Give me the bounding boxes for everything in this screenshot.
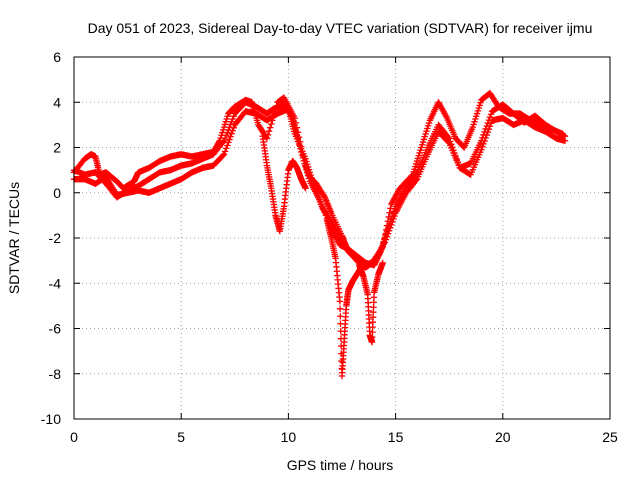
data-point-plus [219,152,227,159]
data-point-plus [221,148,229,155]
data-points [70,90,569,380]
data-point-plus [388,221,395,229]
data-series [355,259,386,346]
data-point-plus [480,140,487,148]
data-point-plus [219,138,227,146]
data-point-plus [391,212,398,220]
data-point-plus [266,124,274,131]
chart-title: Day 051 of 2023, Sidereal Day-to-day VTE… [88,20,593,36]
data-point-plus [268,120,275,128]
x-tick-label: 15 [388,429,404,445]
x-tick-label: 20 [495,429,511,445]
data-point-plus [482,134,489,142]
x-tick-label: 25 [602,429,618,445]
data-point-plus [485,125,493,133]
data-point-plus [228,130,235,137]
data-point-plus [220,151,228,158]
data-point-plus [384,230,392,237]
y-tick-label: -2 [49,230,62,246]
data-point-plus [379,259,386,267]
data-point-plus [223,145,230,152]
x-tick-label: 10 [281,429,297,445]
data-point-plus [264,131,272,139]
data-point-plus [486,123,494,130]
data-point-plus [383,233,391,240]
data-point-plus [385,227,393,234]
data-point-plus [481,137,488,145]
y-tick-label: -4 [49,275,62,291]
data-point-plus [484,128,491,136]
data-point-plus [382,236,390,243]
data-point-plus [227,133,234,140]
data-point-plus [478,146,485,153]
axis-ticks: 0 5 10 15 20 25 -10 -8 -6 -4 -2 0 2 4 6 [41,49,618,445]
data-point-plus [224,142,231,149]
data-point-plus [387,224,394,232]
data-point-plus [263,135,271,142]
data-point-plus [390,215,397,223]
data-point-plus [337,313,344,320]
x-tick-label: 5 [177,429,185,445]
y-tick-label: 4 [53,94,61,110]
data-series [323,216,365,380]
y-tick-label: -10 [41,411,61,427]
data-point-plus [226,136,233,143]
data-point-plus [444,138,452,146]
y-tick-label: -6 [49,321,62,337]
data-point-plus [412,177,420,184]
data-point-plus [487,111,495,118]
x-tick-label: 0 [70,429,78,445]
data-point-plus [381,239,389,246]
data-point-plus [389,218,396,226]
data-point-plus [336,305,344,313]
y-tick-label: 2 [53,140,61,156]
data-point-plus [230,124,237,132]
x-axis-label: GPS time / hours [287,457,394,473]
data-point-plus [229,127,236,134]
data-series [70,105,569,271]
y-axis-label: SDTVAR / TECUs [6,182,22,294]
data-point-plus [483,131,490,139]
data-point-plus [561,137,569,144]
y-tick-label: 0 [53,185,61,201]
data-point-plus [386,209,393,216]
data-point-plus [479,143,486,151]
data-point-plus [302,185,309,192]
y-tick-label: 6 [53,49,61,65]
data-series [259,132,309,235]
data-point-plus [225,139,232,146]
data-point-plus [336,298,344,305]
y-tick-label: -8 [49,366,62,382]
data-point-plus [265,128,273,135]
